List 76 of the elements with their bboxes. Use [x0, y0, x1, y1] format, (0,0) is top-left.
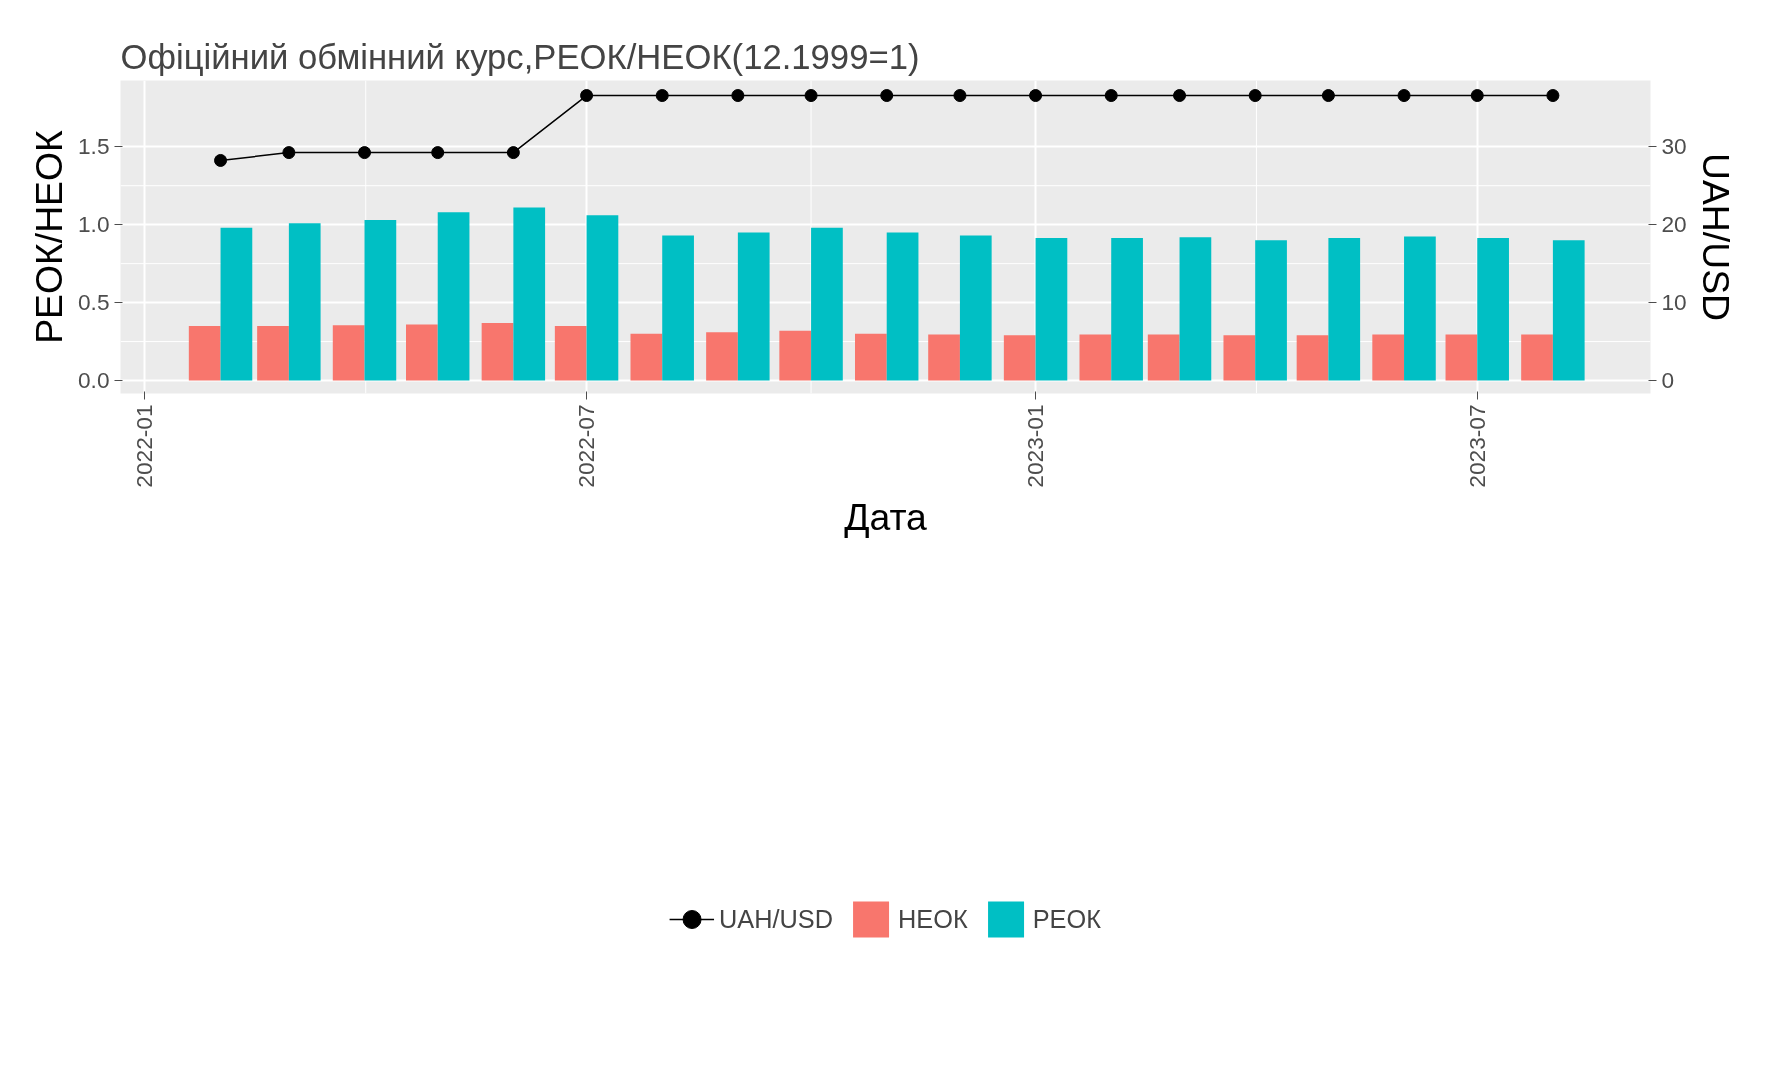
bar [1111, 237, 1143, 381]
bar [1147, 334, 1180, 381]
point [804, 89, 818, 103]
point [431, 146, 445, 160]
point [282, 146, 296, 160]
bar [1477, 237, 1509, 381]
point [731, 89, 745, 103]
bar [1003, 335, 1036, 381]
bar [1255, 240, 1287, 381]
bar [1404, 236, 1436, 381]
x-tick-label: 2023-07 [1463, 404, 1490, 488]
bar [1079, 334, 1112, 381]
y2-axis-title: UAH/USD [1694, 153, 1737, 321]
bar [1296, 335, 1329, 381]
bar [332, 325, 365, 381]
bar [737, 232, 770, 381]
bar [706, 332, 738, 381]
x-tick-label: 2023-01 [1022, 404, 1049, 488]
y2-tick-label: 0 [1661, 367, 1675, 394]
bar [1179, 237, 1212, 381]
bar [1035, 237, 1068, 381]
point [1104, 89, 1118, 103]
point [358, 146, 372, 160]
x-axis-title: Дата [844, 495, 928, 538]
y-tick-label: 1.0 [78, 211, 110, 238]
bar [406, 324, 438, 381]
point [1029, 89, 1043, 103]
bar [959, 235, 992, 381]
bar [1552, 240, 1585, 381]
point [1470, 89, 1484, 103]
bar [1328, 237, 1361, 381]
bar [437, 212, 470, 381]
x-tick-label: 2022-07 [573, 404, 600, 488]
x-tick-label: 2022-01 [131, 404, 158, 488]
bar [1223, 335, 1256, 381]
bar [554, 326, 587, 381]
point [880, 89, 894, 103]
point [1321, 89, 1335, 103]
y2-tick-label: 20 [1661, 211, 1687, 238]
legend-label: НЕОК [898, 904, 968, 934]
bar [1372, 334, 1405, 381]
y-axis-title: РЕОК/НЕОК [28, 129, 70, 344]
legend-label: UAH/USD [719, 904, 834, 934]
bar [188, 326, 221, 381]
bar [811, 227, 843, 381]
bar [513, 207, 546, 381]
bar [257, 326, 289, 381]
y-tick-label: 0.5 [78, 289, 110, 316]
point [580, 89, 594, 103]
bar [364, 220, 397, 381]
bar [886, 232, 919, 381]
bar [586, 215, 619, 381]
bar [662, 235, 694, 381]
y-tick-label: 1.5 [78, 133, 110, 160]
point [655, 89, 669, 103]
point [214, 153, 228, 167]
bar [630, 333, 663, 381]
legend-label: РЕОК [1032, 904, 1101, 934]
point [953, 89, 967, 103]
point [506, 146, 520, 160]
point [1546, 89, 1560, 103]
bar [1521, 334, 1553, 381]
chart-title: Офіційний обмінний курс,РЕОК/НЕОК(12.1999=1) [120, 37, 920, 76]
point [1248, 89, 1262, 103]
bar [855, 333, 887, 381]
bar [1445, 334, 1478, 381]
bar [779, 330, 812, 381]
bar [288, 223, 321, 381]
y2-tick-label: 30 [1661, 133, 1687, 160]
y2-tick-label: 10 [1661, 289, 1687, 316]
bar [928, 334, 960, 381]
y-tick-label: 0.0 [78, 367, 110, 394]
bar [481, 322, 514, 381]
point [1173, 89, 1187, 103]
bar [220, 227, 253, 381]
point [1397, 89, 1411, 103]
